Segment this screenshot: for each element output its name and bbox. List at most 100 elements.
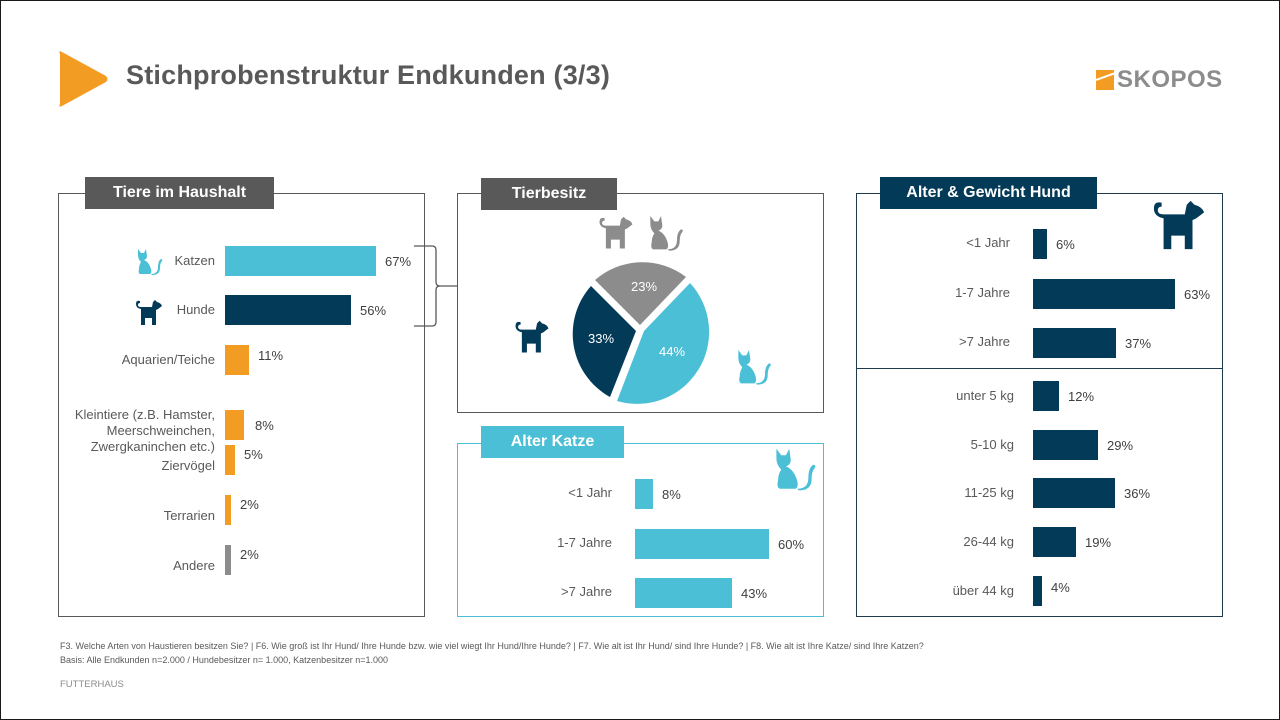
bar-label: Andere (173, 558, 215, 573)
bar-value: 63% (1184, 286, 1211, 302)
bar-katze-ueber-7 (635, 578, 732, 608)
client-label: FUTTERHAUS (60, 679, 124, 690)
bar-value: 43% (741, 585, 768, 601)
cat-icon (738, 350, 771, 385)
bar-terrarien (225, 495, 231, 525)
bar-row-hunde: Hunde 56% (60, 295, 386, 325)
bar-hunde (225, 295, 351, 325)
bar-row-kleintiere: Kleintiere (z.B. Hamster, Meerschweinche… (60, 395, 274, 455)
bar-value: 19% (1085, 534, 1112, 550)
bar-label: 26-44 kg (963, 534, 1014, 549)
bar-gewicht-5-10 (1033, 430, 1098, 460)
bar-value: 12% (1068, 388, 1095, 404)
footnote-basis: Basis: Alle Endkunden n=2.000 / Hundebes… (60, 655, 388, 665)
bar-row-gewicht-unter-5: unter 5 kg 12% (860, 381, 1094, 411)
bar-row-terrarien: Terrarien 2% (60, 495, 259, 525)
panel-alter-katze (457, 443, 824, 617)
bar-gewicht-11-25 (1033, 478, 1115, 508)
panel-title-tierbesitz: Tierbesitz (481, 178, 617, 210)
bar-katzen (225, 246, 376, 276)
bar-ziervoegel (225, 445, 235, 475)
bar-row-katze-1-7: 1-7 Jahre 60% (460, 529, 804, 559)
bar-value: 5% (244, 446, 263, 462)
bar-value: 4% (1051, 579, 1070, 595)
bar-label: 5-10 kg (970, 437, 1014, 452)
bar-value: 8% (255, 417, 274, 433)
bar-value: 56% (360, 302, 387, 318)
bracket-connector (414, 245, 458, 327)
bar-row-katzen: Katzen 67% (60, 246, 411, 276)
bar-label: >7 Jahre (959, 334, 1010, 349)
cat-icon (138, 249, 163, 275)
bar-value: 60% (778, 536, 805, 552)
skopos-logo: SKOPOS (1096, 66, 1223, 94)
bar-row-gewicht-ueber-44: über 44 kg 4% (860, 576, 1070, 606)
pie-label-katze: 44% (659, 344, 686, 359)
bar-label: Katzen (174, 253, 215, 268)
bar-value: 29% (1107, 437, 1134, 453)
bar-value: 2% (240, 546, 259, 562)
bar-hund-ueber-7 (1033, 328, 1116, 358)
bar-kleintiere (225, 410, 244, 440)
bar-row-aquarien: Aquarien/Teiche 11% (60, 345, 283, 375)
bar-label: 1-7 Jahre (955, 285, 1010, 300)
footnote-questions: F3. Welche Arten von Haustieren besitzen… (60, 641, 924, 651)
panel-tierbesitz (457, 193, 824, 413)
bar-label: Ziervögel (161, 458, 215, 473)
bar-label: unter 5 kg (956, 388, 1014, 403)
bar-row-katze-ueber-7: >7 Jahre 43% (460, 578, 767, 608)
pie-slice-beide (595, 262, 686, 325)
dog-icon (1153, 200, 1205, 250)
bar-label: >7 Jahre (561, 584, 612, 599)
page-title: Stichprobenstruktur Endkunden (3/3) (126, 60, 611, 90)
bar-gewicht-26-44 (1033, 527, 1076, 557)
bar-row-hund-ueber-7: >7 Jahre 37% (860, 328, 1151, 358)
bar-value: 67% (385, 253, 412, 269)
bar-row-hund-1-7: 1-7 Jahre 63% (860, 279, 1210, 309)
bar-row-katze-unter-1: <1 Jahr 8% (460, 479, 681, 509)
bar-gewicht-ueber-44 (1033, 576, 1042, 606)
bar-row-andere: Andere 2% (60, 545, 259, 575)
logo-mark-icon (1096, 70, 1114, 90)
bar-label: <1 Jahr (568, 485, 612, 500)
pie-chart-tierbesitz (572, 262, 710, 404)
bar-value: 11% (258, 347, 284, 363)
bar-label: 11-25 kg (964, 485, 1014, 500)
bar-label: Aquarien/Teiche (121, 352, 215, 367)
bar-katze-1-7 (635, 529, 769, 559)
bar-value: 36% (1124, 485, 1151, 501)
bar-row-gewicht-26-44: 26-44 kg 19% (860, 527, 1111, 557)
bar-hund-1-7 (1033, 279, 1175, 309)
logo-text: SKOPOS (1117, 66, 1223, 93)
bar-row-gewicht-11-25: 11-25 kg 36% (860, 478, 1150, 508)
bar-row-gewicht-5-10: 5-10 kg 29% (860, 430, 1133, 460)
bar-label: 1-7 Jahre (557, 535, 612, 550)
bar-value: 2% (240, 496, 259, 512)
panel-title-hund: Alter & Gewicht Hund (880, 177, 1097, 209)
pie-label-hund: 33% (588, 331, 615, 346)
dog-icon (136, 300, 162, 325)
bar-gewicht-unter-5 (1033, 381, 1059, 411)
dog-icon (599, 216, 633, 249)
cat-icon (650, 216, 683, 251)
play-arrow-icon (59, 51, 108, 107)
bar-label: Kleintiere (z.B. Hamster, Meerschweinche… (74, 407, 215, 454)
bar-row-ziervoegel: Ziervögel 5% (60, 445, 263, 475)
dog-icon (515, 320, 549, 353)
panel-title-katze: Alter Katze (481, 426, 624, 458)
bar-hund-unter-1 (1033, 229, 1047, 259)
bar-aquarien (225, 345, 249, 375)
cat-icon (776, 448, 816, 491)
bar-andere (225, 545, 231, 575)
pie-label-beide: 23% (631, 279, 658, 294)
bar-row-hund-unter-1: <1 Jahr 6% (860, 229, 1075, 259)
bar-value: 8% (662, 486, 681, 502)
pie-slice-katze (617, 283, 710, 404)
pie-slice-hund (572, 286, 636, 397)
panel-divider (857, 368, 1222, 369)
bar-label: <1 Jahr (966, 235, 1010, 250)
bar-label: Hunde (176, 302, 215, 317)
panel-title-tiere: Tiere im Haushalt (85, 177, 274, 209)
bar-value: 37% (1125, 335, 1152, 351)
bar-label: Terrarien (163, 508, 215, 523)
